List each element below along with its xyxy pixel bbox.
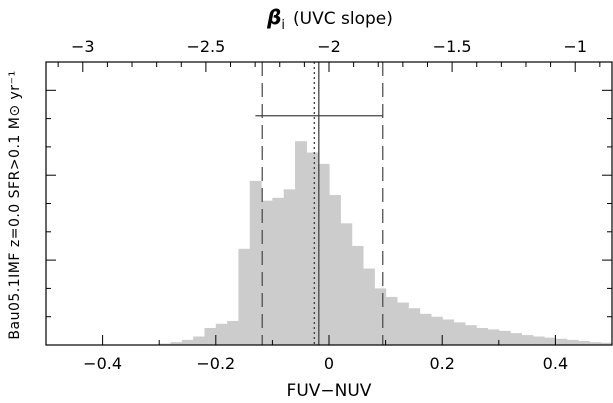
histogram-bar	[555, 338, 568, 345]
histogram-bar	[419, 313, 432, 345]
histogram-bars	[159, 141, 613, 345]
x-tick-label: −0.4	[83, 354, 122, 373]
histogram-bar	[442, 319, 455, 345]
histogram-bar	[578, 341, 590, 345]
histogram-bar	[453, 322, 466, 345]
histogram-bar	[283, 189, 296, 345]
histogram-bar	[600, 342, 613, 345]
histogram-bar	[272, 197, 285, 345]
histogram-bar	[193, 336, 206, 345]
top-tick-label: −1.5	[433, 37, 472, 56]
histogram-bar	[306, 152, 319, 345]
histogram-bar	[521, 335, 534, 345]
histogram-bar	[295, 141, 307, 345]
histogram-bar	[170, 342, 183, 345]
histogram-bar	[396, 302, 409, 345]
histogram-bar	[374, 288, 387, 345]
x-tick-label: −0.2	[196, 354, 235, 373]
overlay-lines	[255, 62, 384, 345]
y-axis-title: Bau05.1IMF z=0.0 SFR>0.1 M⊙ yr⁻¹	[7, 70, 23, 339]
histogram-bar	[227, 320, 240, 345]
histogram-bar	[329, 195, 341, 345]
histogram-bar	[510, 333, 523, 345]
histogram-bar	[430, 316, 443, 345]
histogram-bar	[589, 342, 602, 345]
histogram-bar	[159, 343, 172, 345]
x-axis-title: FUV−NUV	[287, 381, 372, 401]
top-axis-title: βi (UVC slope)	[266, 5, 393, 33]
histogram-bar	[464, 325, 477, 345]
top-tick-label: −3	[71, 37, 95, 56]
histogram-bar	[566, 339, 579, 345]
histogram-bar	[215, 323, 228, 345]
histogram-bar	[204, 328, 217, 345]
top-tick-label: −1	[563, 37, 587, 56]
top-tick-label: −2	[317, 37, 341, 56]
histogram-bar	[317, 163, 330, 345]
top-axis-rest: (UVC slope)	[293, 9, 393, 29]
histogram-bar	[249, 180, 262, 345]
histogram-bar	[476, 328, 489, 345]
axis-ticks	[45, 62, 613, 345]
top-tick-label: −2.5	[186, 37, 225, 56]
histogram-bar	[340, 223, 353, 345]
histogram-bar	[385, 296, 398, 345]
top-axis-symbol: β	[266, 5, 281, 29]
histogram-bar	[498, 330, 511, 345]
x-tick-label: 0.2	[429, 354, 454, 373]
histogram-bar	[351, 245, 364, 345]
histogram-bar	[181, 339, 194, 345]
histogram-bar	[238, 248, 251, 345]
histogram-bar	[408, 308, 421, 345]
histogram-bar	[487, 329, 500, 345]
histogram-bar	[362, 268, 375, 345]
histogram-bar	[532, 336, 545, 345]
histogram-bar	[261, 200, 273, 345]
histogram-bar	[544, 337, 556, 345]
top-axis-subscript: i	[281, 18, 285, 33]
x-tick-label: 0	[324, 354, 334, 373]
tick-labels: −0.4 −0.2 0 0.2 0.4 −3 −2.5 −2 −1.5 −1	[71, 37, 587, 373]
x-tick-label: 0.4	[543, 354, 568, 373]
